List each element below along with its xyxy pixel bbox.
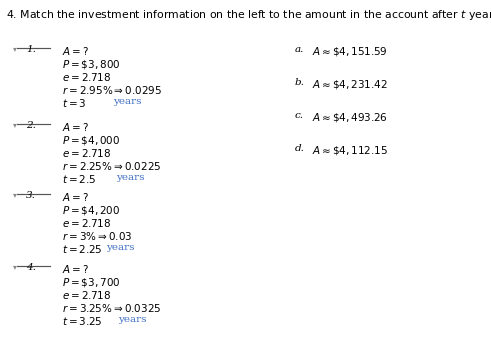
Text: years: years — [113, 97, 141, 106]
Text: d.: d. — [295, 144, 305, 153]
Text: $P = \$3,700$: $P = \$3,700$ — [62, 276, 121, 289]
Text: $e = 2.718$: $e = 2.718$ — [62, 147, 111, 159]
Text: $A=?$: $A=?$ — [62, 191, 89, 203]
Text: ▾: ▾ — [13, 262, 17, 271]
Text: $P = \$4,200$: $P = \$4,200$ — [62, 204, 120, 217]
Text: $e = 2.718$: $e = 2.718$ — [62, 217, 111, 229]
Text: b.: b. — [295, 78, 305, 87]
Text: ▾: ▾ — [13, 190, 17, 199]
Text: $P = \$4,000$: $P = \$4,000$ — [62, 134, 120, 147]
Text: 2.: 2. — [26, 121, 36, 130]
Text: 3.: 3. — [26, 191, 36, 200]
Text: $A \approx \$4,151.59$: $A \approx \$4,151.59$ — [312, 45, 388, 58]
Text: ▾: ▾ — [13, 120, 17, 129]
Text: 1.: 1. — [26, 45, 36, 54]
Text: years: years — [118, 315, 146, 324]
Text: $P = \$3,800$: $P = \$3,800$ — [62, 58, 121, 71]
Text: $e = 2.718$: $e = 2.718$ — [62, 289, 111, 301]
Text: ▾: ▾ — [13, 44, 17, 53]
Text: $r = 2.25\% \Rightarrow 0.0225$: $r = 2.25\% \Rightarrow 0.0225$ — [62, 160, 162, 172]
Text: $r = 2.95\% \Rightarrow 0.0295$: $r = 2.95\% \Rightarrow 0.0295$ — [62, 84, 162, 96]
Text: $A=?$: $A=?$ — [62, 45, 89, 57]
Text: $r = 3\% \Rightarrow 0.03$: $r = 3\% \Rightarrow 0.03$ — [62, 230, 133, 242]
Text: $A=?$: $A=?$ — [62, 263, 89, 275]
Text: $t = 3.25$: $t = 3.25$ — [62, 315, 103, 327]
Text: years: years — [116, 173, 144, 182]
Text: $r = 3.25\% \Rightarrow 0.0325$: $r = 3.25\% \Rightarrow 0.0325$ — [62, 302, 162, 314]
Text: $t = 2.25$: $t = 2.25$ — [62, 243, 103, 255]
Text: $A \approx \$4,112.15$: $A \approx \$4,112.15$ — [312, 144, 388, 157]
Text: 4. Match the investment information on the left to the amount in the account aft: 4. Match the investment information on t… — [6, 8, 491, 22]
Text: $t = 2.5$: $t = 2.5$ — [62, 173, 96, 185]
Text: $e = 2.718$: $e = 2.718$ — [62, 71, 111, 83]
Text: $A=?$: $A=?$ — [62, 121, 89, 133]
Text: a.: a. — [295, 45, 304, 54]
Text: $t = 3$: $t = 3$ — [62, 97, 86, 109]
Text: 4.: 4. — [26, 263, 36, 272]
Text: c.: c. — [295, 111, 304, 120]
Text: years: years — [106, 243, 135, 252]
Text: $A \approx \$4,493.26$: $A \approx \$4,493.26$ — [312, 111, 388, 124]
Text: $A \approx \$4,231.42$: $A \approx \$4,231.42$ — [312, 78, 388, 91]
